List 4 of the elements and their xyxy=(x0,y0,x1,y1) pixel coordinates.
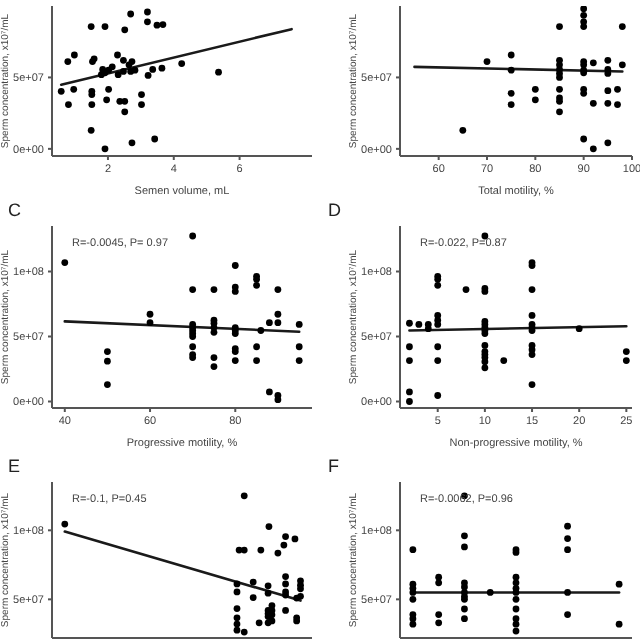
chart-title: D xyxy=(328,200,341,220)
chart-title: E xyxy=(8,456,21,476)
chart-title: F xyxy=(328,456,339,476)
chart-title: C xyxy=(8,200,21,220)
